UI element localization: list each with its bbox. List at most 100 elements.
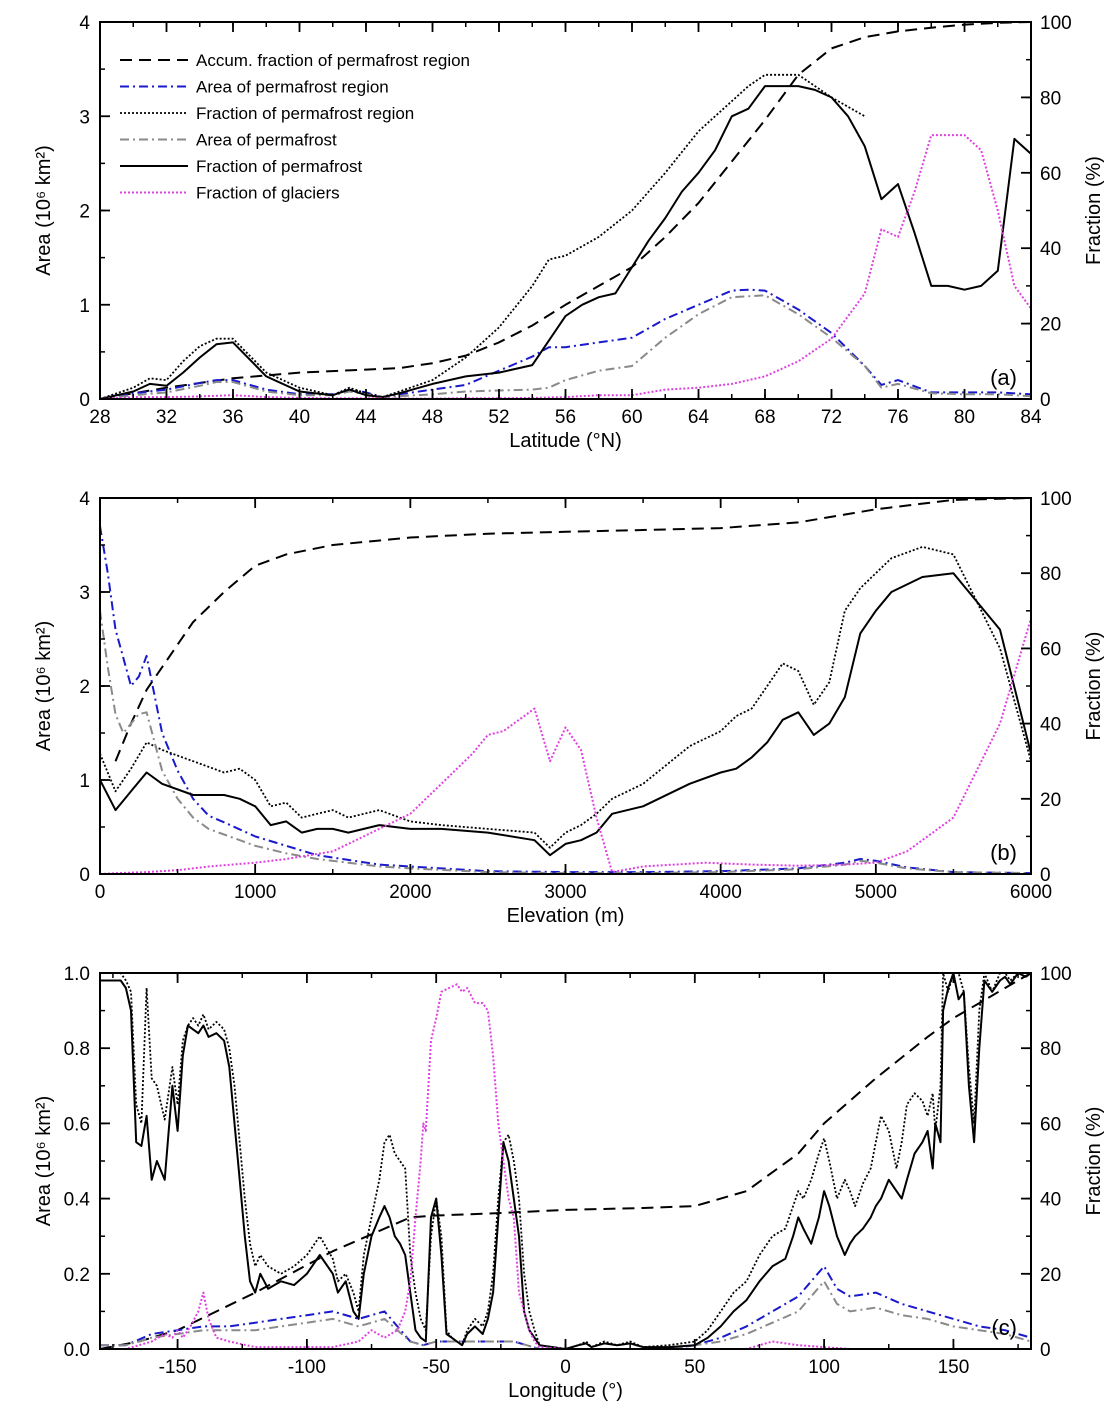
x-tick-label: 76 (887, 407, 908, 428)
series-group (100, 973, 1031, 1349)
y-tick-label: 0.6 (64, 1114, 90, 1135)
x-tick-label: 84 (1020, 407, 1042, 428)
y2-axis-title: Fraction (%) (1083, 1107, 1105, 1216)
legend-label-fracGlac: Fraction of glaciers (196, 184, 340, 203)
panel-label: (b) (990, 840, 1017, 865)
x-tick-label: 50 (684, 1357, 705, 1378)
x-tick-label: 68 (754, 407, 775, 428)
series-line-areaRegion (100, 526, 1031, 874)
series-line-areaPerm (100, 294, 1031, 399)
x-tick-label: 3000 (544, 882, 586, 903)
x-tick-label: 0 (95, 882, 106, 903)
x-tick-label: 40 (289, 407, 310, 428)
y2-tick-label: 100 (1040, 489, 1072, 510)
y2-tick-label: 100 (1040, 964, 1072, 985)
y2-tick-label: 60 (1040, 1114, 1061, 1135)
series-line-fracRegion (100, 546, 1031, 849)
plot-frame (99, 497, 1032, 875)
x-tick-label: 44 (355, 407, 377, 428)
x-tick-label: 72 (821, 407, 842, 428)
x-tick-label: -150 (159, 1357, 197, 1378)
series-line-accum (114, 498, 1031, 762)
x-tick-label: 32 (156, 407, 177, 428)
y2-tick-label: 100 (1040, 13, 1072, 34)
panel-label: (a) (990, 365, 1017, 390)
series-line-fracRegion (100, 973, 1031, 1349)
y2-tick-label: 80 (1040, 1039, 1061, 1060)
chart-panel-2: 0 1000 2000 3000 4000 5000 6000012340204060801… (33, 489, 1105, 927)
y-axis-title: Area (10⁶ km²) (33, 621, 55, 751)
x-tick-label: 56 (555, 407, 576, 428)
y2-tick-label: 40 (1040, 239, 1061, 260)
legend-label-accum: Accum. fraction of permafrost region (196, 51, 470, 70)
x-tick-label: 80 (954, 407, 975, 428)
x-tick-label: -100 (288, 1357, 326, 1378)
y-tick-label: 0.4 (64, 1190, 91, 1211)
x-tick-label: 2000 (389, 882, 431, 903)
panel-label: (c) (991, 1315, 1017, 1340)
y-axis-title: Area (10⁶ km²) (33, 1096, 55, 1226)
series-line-fracPerm (100, 85, 1031, 399)
x-tick-label: 36 (222, 407, 243, 428)
y2-tick-label: 80 (1040, 564, 1061, 585)
legend-label-fracRegion: Fraction of permafrost region (196, 104, 414, 123)
y2-tick-label: 60 (1040, 164, 1061, 185)
x-tick-label: 150 (938, 1357, 970, 1378)
y-tick-label: 0 (79, 390, 90, 411)
y-tick-label: 1.0 (64, 964, 90, 985)
y-tick-label: 1 (79, 771, 90, 792)
y-tick-label: 2 (79, 677, 90, 698)
series-group (100, 498, 1031, 874)
y2-tick-label: 0 (1040, 865, 1051, 886)
y2-tick-label: 60 (1040, 639, 1061, 660)
series-line-fracPerm (100, 973, 1031, 1349)
chart-panel-3: -150 -100 -50 0 50 100 150 0.0 0.2 0.4 0.6 0.8 1.0 0 2… (33, 964, 1105, 1402)
series-line-fracGlac (100, 983, 1031, 1349)
y-tick-label: 2 (79, 202, 90, 223)
series-line-fracRegion (100, 73, 866, 399)
series-line-fracGlac (100, 618, 1031, 874)
y2-tick-label: 0 (1040, 390, 1051, 411)
x-tick-label: 100 (808, 1357, 840, 1378)
legend-label-areaRegion: Area of permafrost region (196, 78, 389, 97)
y-tick-label: 3 (79, 107, 90, 128)
series-line-areaRegion (100, 288, 1031, 399)
x-tick-label: 0 (560, 1357, 571, 1378)
x-axis-title: Latitude (°N) (509, 430, 622, 452)
y-tick-label: 1 (79, 296, 90, 317)
x-tick-label: 48 (422, 407, 443, 428)
y-tick-label: 4 (79, 489, 90, 510)
y2-tick-label: 20 (1040, 315, 1061, 336)
y-tick-label: 0.0 (64, 1340, 90, 1361)
x-axis-title: Elevation (m) (507, 905, 625, 927)
x-tick-label: 60 (621, 407, 642, 428)
legend: Accum. fraction of permafrost region Area… (120, 51, 470, 203)
y2-tick-label: 20 (1040, 790, 1061, 811)
plot-frame (99, 972, 1032, 1350)
y-tick-label: 0.8 (64, 1039, 90, 1060)
legend-label-areaPerm: Area of permafrost (196, 131, 337, 150)
x-tick-label: 52 (488, 407, 509, 428)
y2-tick-label: 80 (1040, 88, 1061, 109)
x-axis-title: Longitude (°) (508, 1380, 623, 1402)
y-axis-title: Area (10⁶ km²) (33, 145, 55, 275)
y2-axis-title: Fraction (%) (1083, 156, 1105, 265)
x-tick-label: 64 (688, 407, 710, 428)
series-line-accum (100, 973, 1031, 1349)
x-tick-label: -50 (422, 1357, 449, 1378)
x-tick-label: 1000 (234, 882, 276, 903)
y2-tick-label: 40 (1040, 715, 1061, 736)
legend-label-fracPerm: Fraction of permafrost (196, 157, 363, 176)
x-tick-label: 6000 (1010, 882, 1052, 903)
y-tick-label: 0.2 (64, 1265, 90, 1286)
y2-axis-title: Fraction (%) (1083, 632, 1105, 741)
series-line-fracPerm (100, 572, 1031, 857)
y-tick-label: 3 (79, 583, 90, 604)
x-tick-label: 28 (89, 407, 110, 428)
series-line-areaPerm (100, 610, 1031, 874)
y-tick-label: 0 (79, 865, 90, 886)
series-line-fracGlac (100, 134, 1031, 399)
y2-tick-label: 40 (1040, 1190, 1061, 1211)
series-line-areaPerm (100, 1280, 1031, 1349)
